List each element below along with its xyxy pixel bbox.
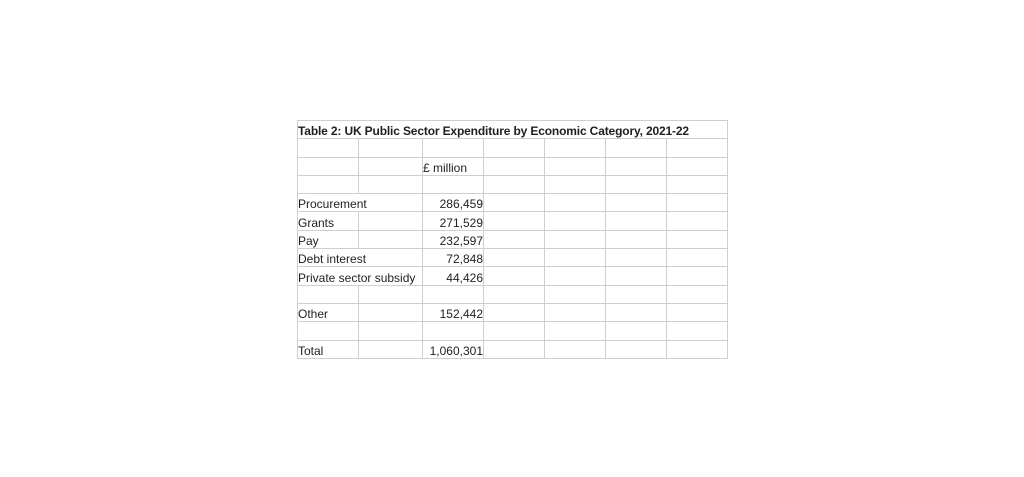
- table-row: [297, 284, 729, 304]
- empty-cell: [544, 321, 606, 341]
- table-title: Table 2: UK Public Sector Expenditure by…: [296, 119, 729, 140]
- empty-cell: [544, 211, 606, 231]
- empty-cell: [605, 321, 667, 341]
- empty-cell: [422, 138, 484, 158]
- empty-cell: [665, 248, 729, 268]
- empty-cell: [358, 138, 423, 158]
- empty-cell: [483, 211, 545, 231]
- empty-cell: [297, 174, 359, 195]
- empty-cell: [483, 138, 545, 158]
- empty-cell: [358, 284, 423, 304]
- empty-cell: [605, 174, 667, 195]
- category-label: Procurement: [297, 193, 423, 213]
- table-row: [297, 321, 729, 341]
- table-row: Pay 232,597: [297, 229, 729, 250]
- table-row: Total 1,060,301: [297, 339, 729, 359]
- empty-cell: [358, 174, 423, 195]
- empty-cell: [544, 174, 606, 195]
- empty-cell: [544, 248, 606, 268]
- empty-cell: [665, 229, 729, 250]
- table-row: [297, 174, 729, 195]
- empty-cell: [605, 248, 667, 268]
- empty-cell: [605, 229, 667, 250]
- empty-cell: [665, 156, 729, 176]
- empty-cell: [665, 138, 729, 158]
- empty-cell: [605, 284, 667, 304]
- empty-cell: [483, 339, 545, 359]
- empty-cell: [605, 302, 667, 323]
- category-label: Other: [297, 302, 359, 323]
- empty-cell: [358, 229, 423, 250]
- empty-cell: [544, 266, 606, 286]
- empty-cell: [605, 339, 667, 359]
- empty-cell: [544, 138, 606, 158]
- total-value: 1,060,301: [422, 339, 484, 359]
- category-label: Pay: [297, 229, 359, 250]
- empty-cell: [422, 174, 484, 195]
- category-value: 286,459: [422, 193, 484, 213]
- table-row: Private sector subsidy 44,426: [297, 266, 729, 286]
- table-row: Table 2: UK Public Sector Expenditure by…: [296, 119, 729, 140]
- empty-cell: [544, 229, 606, 250]
- empty-cell: [665, 284, 729, 304]
- empty-cell: [665, 321, 729, 341]
- table-row: £ million: [297, 156, 729, 176]
- empty-cell: [544, 284, 606, 304]
- empty-cell: [483, 284, 545, 304]
- empty-cell: [297, 321, 359, 341]
- empty-cell: [422, 284, 484, 304]
- empty-cell: [358, 321, 423, 341]
- empty-cell: [297, 138, 359, 158]
- category-value: 152,442: [422, 302, 484, 323]
- empty-cell: [483, 302, 545, 323]
- category-label: Private sector subsidy: [297, 266, 423, 286]
- empty-cell: [544, 193, 606, 213]
- expenditure-table: Table 2: UK Public Sector Expenditure by…: [296, 119, 729, 359]
- empty-cell: [358, 302, 423, 323]
- empty-cell: [665, 339, 729, 359]
- empty-cell: [358, 211, 423, 231]
- empty-cell: [665, 193, 729, 213]
- empty-cell: [665, 174, 729, 195]
- empty-cell: [483, 229, 545, 250]
- empty-cell: [297, 156, 359, 176]
- empty-cell: [544, 156, 606, 176]
- empty-cell: [483, 266, 545, 286]
- unit-header-cell: £ million: [422, 156, 484, 176]
- total-label: Total: [297, 339, 359, 359]
- category-value: 271,529: [422, 211, 484, 231]
- empty-cell: [605, 211, 667, 231]
- table-row: Debt interest 72,848: [297, 248, 729, 268]
- empty-cell: [297, 284, 359, 304]
- empty-cell: [358, 339, 423, 359]
- category-label: Grants: [297, 211, 359, 231]
- empty-cell: [483, 248, 545, 268]
- empty-cell: [605, 193, 667, 213]
- table-row: Grants 271,529: [297, 211, 729, 231]
- category-label: Debt interest: [297, 248, 423, 268]
- empty-cell: [665, 302, 729, 323]
- empty-cell: [544, 339, 606, 359]
- empty-cell: [483, 174, 545, 195]
- empty-cell: [422, 321, 484, 341]
- empty-cell: [544, 302, 606, 323]
- category-value: 44,426: [422, 266, 484, 286]
- category-value: 232,597: [422, 229, 484, 250]
- empty-cell: [358, 156, 423, 176]
- table-row: [297, 138, 729, 158]
- category-value: 72,848: [422, 248, 484, 268]
- empty-cell: [605, 138, 667, 158]
- empty-cell: [483, 156, 545, 176]
- empty-cell: [665, 211, 729, 231]
- table-row: Procurement 286,459: [297, 193, 729, 213]
- empty-cell: [605, 156, 667, 176]
- empty-cell: [483, 193, 545, 213]
- empty-cell: [665, 266, 729, 286]
- empty-cell: [483, 321, 545, 341]
- table-row: Other 152,442: [297, 302, 729, 323]
- empty-cell: [605, 266, 667, 286]
